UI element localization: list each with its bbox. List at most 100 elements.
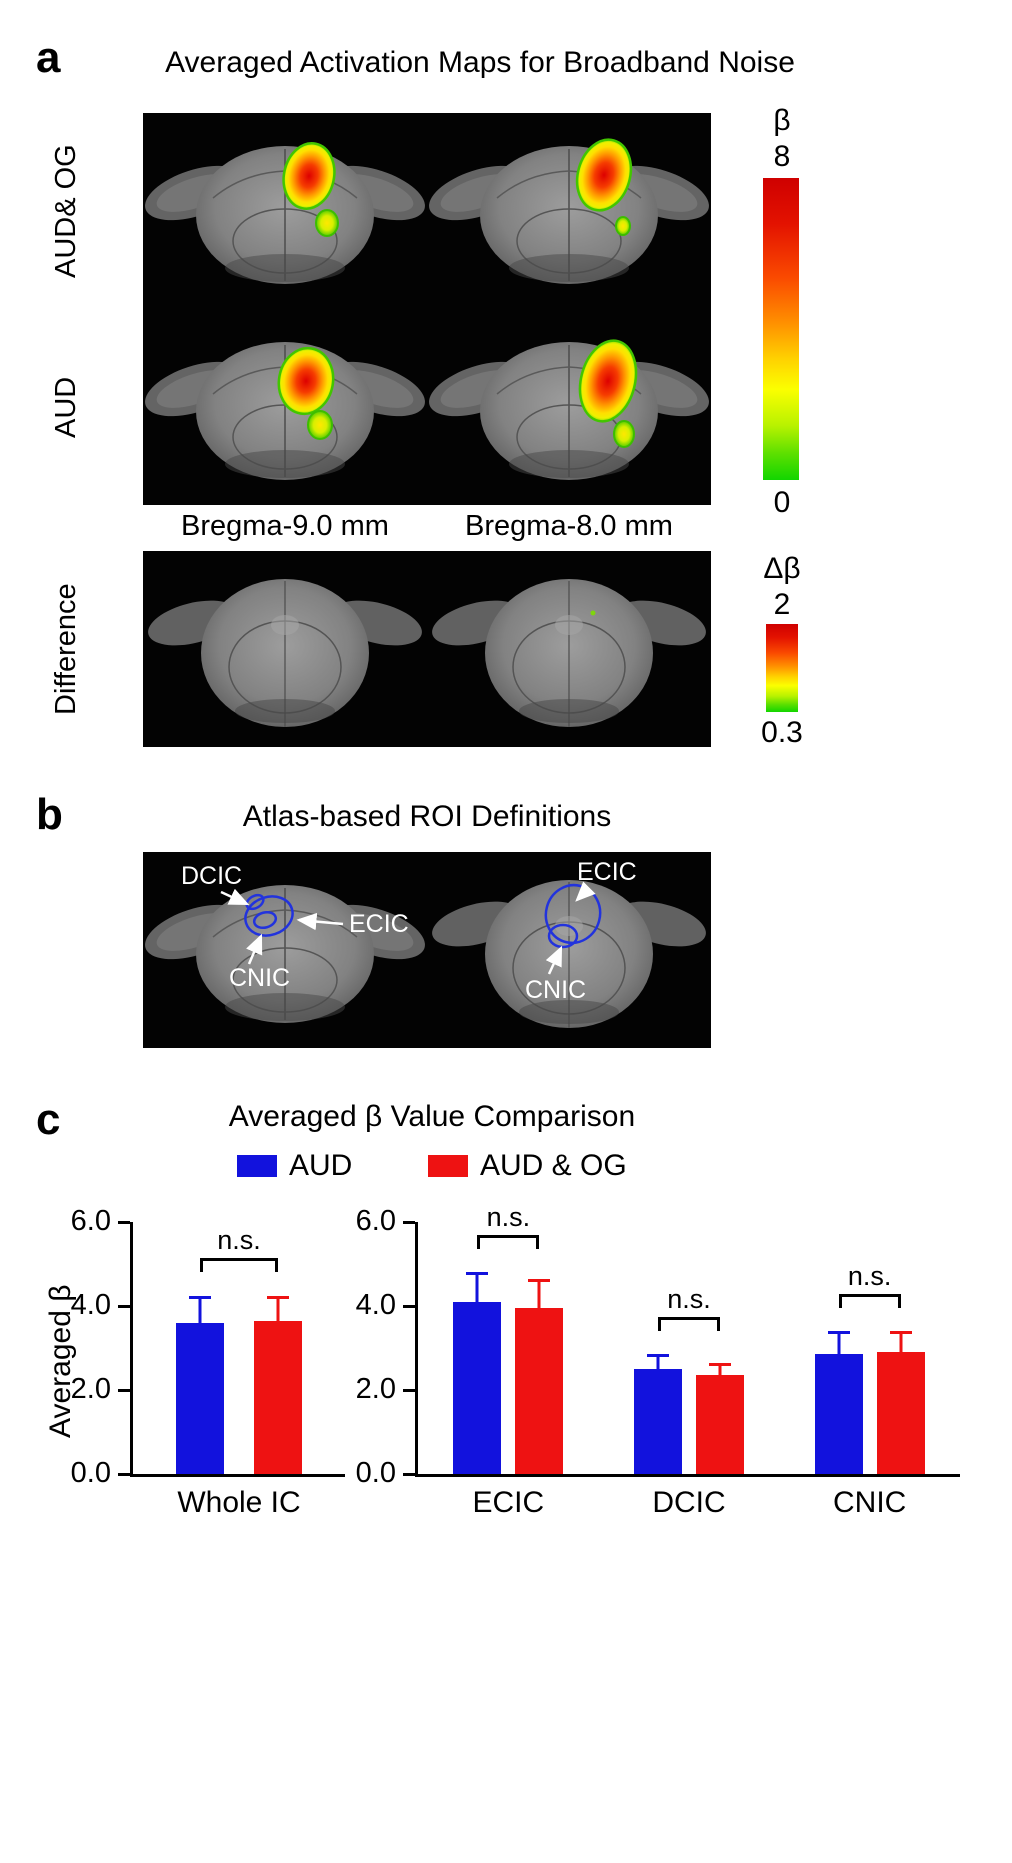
bar (814, 1354, 863, 1474)
panel-a-label: a (36, 33, 61, 82)
difference-maps-block (143, 551, 711, 747)
error-bar (466, 1272, 489, 1304)
activation-blob-small (615, 216, 631, 236)
y-axis-tick (118, 1388, 130, 1392)
ecic-arrow (575, 881, 596, 902)
row-label-difference: Difference (50, 583, 82, 715)
roi-label-cnic: CNIC (525, 976, 586, 1004)
roi-outline-dcic (245, 893, 265, 911)
residual-voxel (590, 610, 596, 616)
significance-label: n.s. (847, 1261, 892, 1292)
roi-slice-bregma8: ECIC CNIC (427, 852, 711, 1048)
error-bar (267, 1295, 289, 1323)
ecic-arrow (296, 912, 344, 931)
panel-b-title: Atlas-based ROI Definitions (242, 800, 612, 833)
bar (254, 1320, 302, 1474)
legend-label-aud-og: AUD & OG (480, 1149, 627, 1182)
error-bar (647, 1354, 669, 1371)
brain-slice-diff-bregma9 (143, 551, 427, 747)
roi-slice-bregma9: DCIC ECIC CNIC (143, 852, 427, 1048)
delta-colorbar-max: 2 (773, 588, 791, 621)
y-tick-label: 2.0 (70, 1373, 111, 1405)
bar (515, 1308, 564, 1474)
roi-definitions-block: DCIC ECIC CNIC ECIC CNIC (143, 852, 711, 1048)
x-category-label: Whole IC (177, 1486, 301, 1519)
panel-b-label: b (36, 790, 63, 839)
brain-slice-audog-bregma9 (143, 113, 427, 309)
roi-label-dcic: DCIC (181, 862, 242, 890)
roi-outline-cnic (547, 923, 579, 949)
bar (876, 1352, 925, 1474)
activation-blob (578, 339, 638, 423)
bar (696, 1375, 744, 1474)
chart-whole-ic: 0.0 2.0 4.0 6.0 n.s. Whole IC (71, 1205, 345, 1519)
significance-label: n.s. (667, 1284, 711, 1315)
roi-label-cnic: CNIC (229, 964, 290, 992)
brain-slice-diff-bregma8 (427, 551, 711, 747)
y-tick-label: 0.0 (355, 1457, 396, 1489)
y-tick-label: 6.0 (355, 1205, 396, 1237)
activation-blob-small (315, 209, 339, 237)
row-label-aud-og: AUD& OG (50, 144, 82, 278)
y-axis-tick (403, 1388, 415, 1392)
x-category-label: CNIC (832, 1486, 907, 1519)
y-axis-tick (118, 1220, 130, 1224)
error-bar (189, 1295, 211, 1325)
significance-bracket (200, 1258, 278, 1273)
significance-bracket (838, 1294, 901, 1309)
error-bar (709, 1362, 731, 1378)
activation-blob (575, 138, 633, 212)
delta-colorbar-min: 0.3 (761, 716, 803, 749)
roi-label-ecic: ECIC (349, 910, 409, 938)
col-label-bregma-9: Bregma-9.0 mm (181, 510, 389, 542)
panel-c-title: Averaged β Value Comparison (228, 1100, 636, 1133)
y-axis-tick (403, 1304, 415, 1308)
significance-label: n.s. (486, 1202, 531, 1233)
error-bar (889, 1331, 912, 1355)
y-tick-label: 2.0 (355, 1373, 396, 1405)
legend-swatch-aud-og (428, 1155, 468, 1177)
legend-item-aud-og: AUD & OG (428, 1149, 627, 1183)
y-tick-label: 0.0 (70, 1457, 111, 1489)
dcic-arrow (220, 888, 250, 906)
roi-outline-cnic (252, 910, 278, 930)
beta-colorbar-max: 8 (773, 140, 791, 173)
activation-blob (282, 142, 336, 210)
beta-colorbar-title: β (773, 104, 791, 137)
brain-slice-aud-bregma8 (427, 309, 711, 505)
legend-label-aud: AUD (289, 1149, 353, 1182)
y-axis-tick (403, 1220, 415, 1224)
activation-maps-block (143, 113, 711, 505)
y-axis-tick (118, 1472, 130, 1476)
roi-label-ecic: ECIC (577, 858, 637, 886)
legend-item-aud: AUD (237, 1149, 352, 1183)
y-tick-label: 6.0 (70, 1205, 111, 1237)
beta-colorbar (763, 178, 799, 480)
cnic-arrow (246, 933, 263, 965)
significance-bracket (477, 1235, 540, 1250)
y-axis-tick (118, 1304, 130, 1308)
significance-label: n.s. (217, 1225, 261, 1256)
col-label-bregma-8: Bregma-8.0 mm (465, 510, 673, 542)
cnic-arrow (545, 945, 563, 975)
error-bar (528, 1278, 551, 1311)
y-tick-label: 4.0 (355, 1289, 396, 1321)
significance-bracket (658, 1317, 720, 1332)
y-tick-label: 4.0 (70, 1289, 111, 1321)
activation-blob-small (613, 420, 635, 448)
activation-blob (277, 346, 335, 416)
legend-swatch-aud (237, 1155, 277, 1177)
brain-slice-audog-bregma8 (427, 113, 711, 309)
delta-colorbar-title: Δβ (763, 552, 801, 585)
bar (453, 1301, 502, 1474)
activation-blob-small (307, 410, 333, 440)
delta-colorbar (766, 624, 798, 712)
error-bar (827, 1331, 850, 1357)
panel-c-label: c (36, 1095, 61, 1144)
chart-ic-subregions: 0.0 2.0 4.0 6.0 n.s. ECIC n.s. DCIC n.s. CNIC (356, 1202, 960, 1519)
beta-colorbar-min: 0 (773, 486, 791, 519)
row-label-aud: AUD (50, 376, 82, 438)
brain-slice-aud-bregma9 (143, 309, 427, 505)
y-axis-tick (403, 1472, 415, 1476)
